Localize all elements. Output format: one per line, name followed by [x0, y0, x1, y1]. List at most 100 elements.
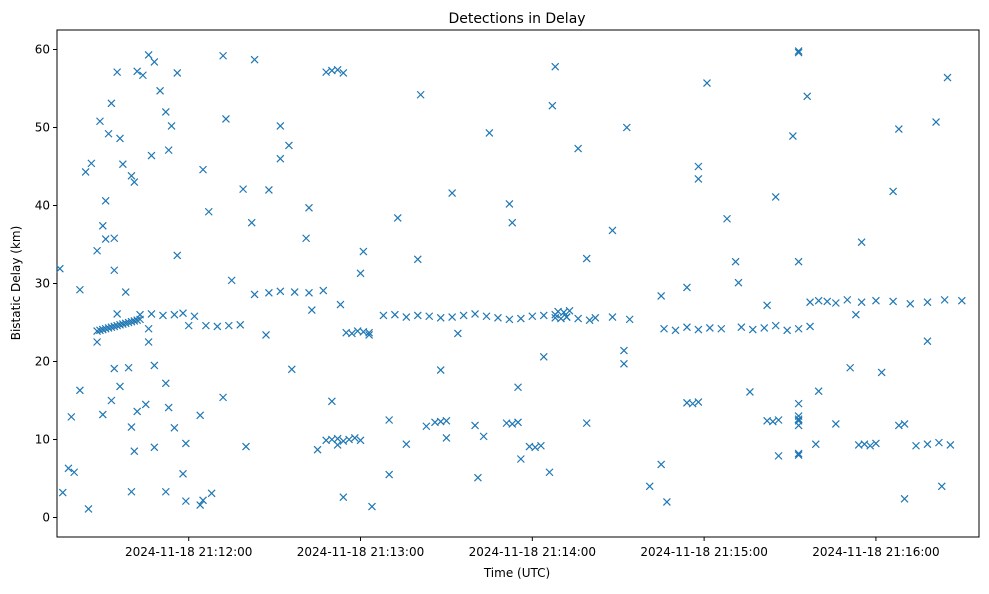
data-point-marker — [101, 324, 110, 333]
data-point-marker — [574, 144, 583, 153]
data-point-marker — [459, 311, 468, 320]
x-axis-label: Time (UTC) — [483, 566, 550, 580]
data-point-marker — [121, 319, 130, 328]
data-point-marker — [413, 255, 422, 264]
data-point-marker — [889, 187, 898, 196]
data-point-marker — [164, 403, 173, 412]
data-point-marker — [794, 451, 803, 460]
data-point-marker — [940, 295, 949, 304]
data-point-marker — [184, 321, 193, 330]
data-point-marker — [127, 317, 136, 326]
data-point-marker — [471, 421, 479, 430]
data-point-marker — [196, 411, 205, 420]
data-point-marker — [313, 445, 322, 454]
data-point-marker — [173, 251, 182, 260]
data-point-marker — [356, 436, 365, 445]
data-point-marker — [923, 440, 932, 449]
data-point-marker — [485, 129, 494, 137]
data-point-marker — [118, 320, 127, 328]
data-point-marker — [774, 451, 783, 460]
data-point-marker — [794, 257, 803, 266]
data-point-marker — [250, 55, 259, 64]
data-point-marker — [167, 122, 176, 130]
data-point-marker — [101, 196, 110, 205]
data-point-marker — [213, 322, 222, 331]
data-point-marker — [124, 363, 133, 372]
data-point-marker — [345, 435, 353, 444]
data-point-marker — [436, 313, 445, 322]
data-point-marker — [207, 489, 216, 498]
data-point-marker — [242, 442, 250, 451]
data-point-marker — [559, 308, 568, 317]
data-point-marker — [794, 421, 803, 430]
data-point-marker — [147, 151, 156, 160]
data-point-marker — [548, 101, 557, 110]
data-point-marker — [516, 455, 525, 463]
data-point-marker — [620, 346, 628, 355]
data-point-marker — [425, 312, 434, 321]
data-point-marker — [436, 366, 445, 375]
data-point-marker — [110, 234, 119, 243]
data-point-marker — [582, 254, 591, 263]
data-point-marker — [794, 324, 803, 333]
data-point-marker — [365, 328, 374, 337]
data-point-marker — [144, 324, 153, 333]
data-point-marker — [276, 154, 285, 163]
data-point-marker — [101, 235, 110, 243]
data-point-marker — [356, 269, 365, 278]
data-point-marker — [894, 421, 903, 430]
data-point-marker — [276, 122, 285, 130]
data-point-marker — [416, 90, 425, 99]
data-point-marker — [794, 399, 803, 408]
data-point-marker — [147, 309, 156, 318]
data-point-marker — [889, 297, 898, 306]
data-point-marker — [857, 238, 866, 247]
data-point-marker — [557, 314, 565, 323]
data-point-marker — [116, 320, 124, 329]
data-point-marker — [806, 322, 814, 331]
data-point-marker — [814, 296, 823, 305]
data-point-marker — [55, 264, 64, 273]
data-point-marker — [508, 218, 517, 227]
data-point-marker — [823, 297, 832, 306]
data-point-marker — [763, 301, 772, 310]
data-point-marker — [150, 58, 159, 66]
data-point-marker — [87, 159, 96, 168]
data-point-marker — [133, 316, 142, 325]
data-point-marker — [734, 278, 743, 287]
y-tick-label: 50 — [35, 121, 50, 135]
data-point-marker — [164, 146, 173, 155]
data-point-marker — [843, 295, 852, 304]
data-point-marker — [551, 62, 560, 71]
data-point-marker — [58, 488, 67, 497]
data-point-marker — [871, 296, 880, 305]
data-point-marker — [932, 118, 940, 126]
data-point-marker — [287, 365, 296, 374]
data-point-marker — [453, 329, 462, 338]
y-axis-label: Bistatic Delay (km) — [9, 226, 23, 341]
data-point-marker — [336, 300, 345, 309]
x-tick-label: 2024-11-18 21:12:00 — [125, 545, 252, 559]
data-point-marker — [113, 321, 122, 330]
data-point-marker — [333, 65, 342, 74]
x-tick-label: 2024-11-18 21:15:00 — [640, 545, 767, 559]
data-point-marker — [93, 338, 102, 346]
data-point-marker — [107, 99, 116, 108]
data-point-marker — [385, 470, 394, 479]
data-point-marker — [894, 125, 903, 133]
data-point-marker — [264, 185, 273, 194]
data-point-marker — [657, 292, 666, 300]
data-point-marker — [170, 423, 179, 432]
data-point-marker — [402, 313, 411, 321]
data-point-marker — [239, 185, 248, 194]
data-point-marker — [402, 440, 411, 449]
data-point-marker — [957, 296, 966, 305]
data-point-marker — [831, 299, 840, 307]
y-tick-label: 10 — [35, 433, 50, 447]
data-point-marker — [390, 310, 399, 319]
data-point-marker — [339, 493, 348, 502]
data-point-marker — [516, 314, 525, 323]
data-point-marker — [582, 419, 591, 428]
data-point-marker — [794, 412, 803, 421]
data-point-marker — [170, 310, 179, 319]
